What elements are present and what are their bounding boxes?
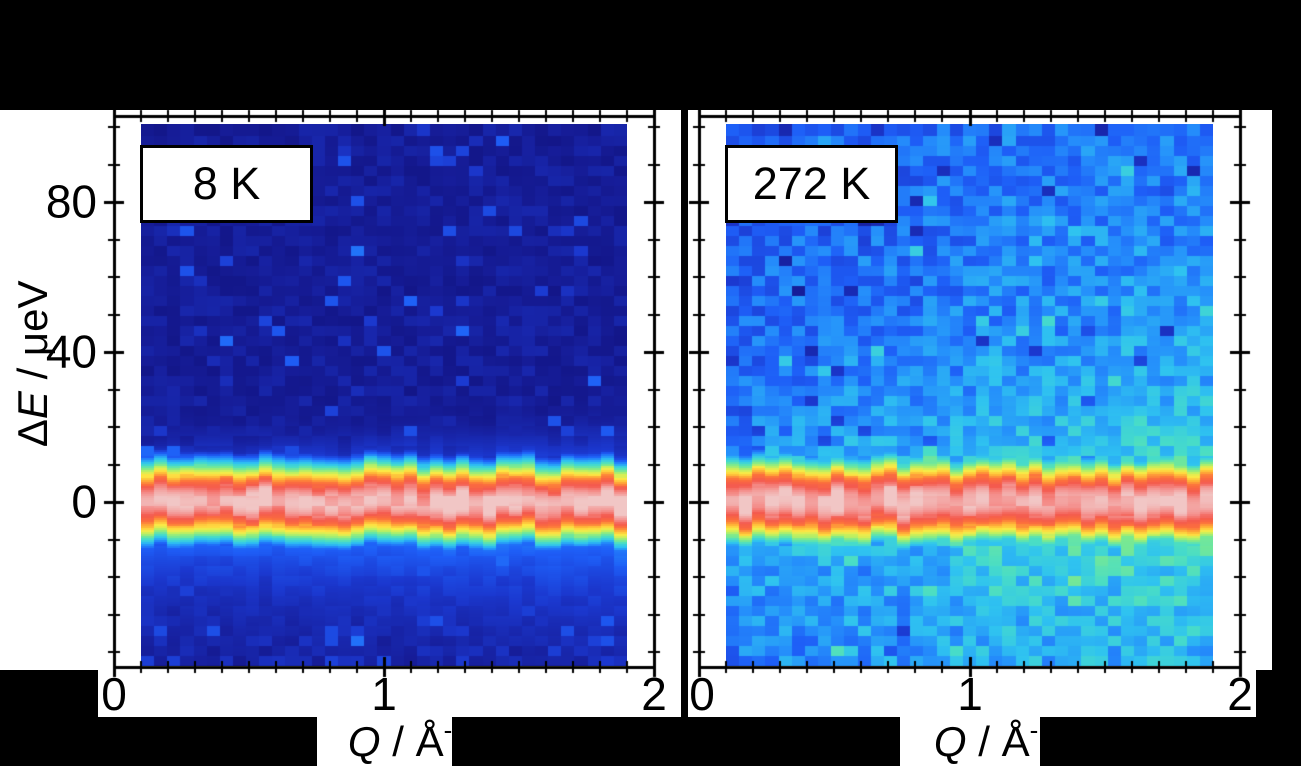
y-axis-title: ΔE / μeV	[0, 280, 105, 491]
left-x-tick-0: 0	[101, 668, 127, 720]
right-x-axis-title-symbol: Q	[933, 718, 967, 765]
left-x-axis-title-symbol: Q	[347, 718, 381, 765]
right-x-tick-0: 0	[689, 668, 715, 720]
left-x-axis-title: Q / Å-1	[301, 670, 467, 766]
left-x-axis-title-sup: -1	[443, 715, 467, 745]
temperature-label-left-text: 8 K	[192, 158, 261, 209]
y-axis-title-delta: Δ	[9, 419, 56, 448]
right-x-axis-title-units: / Å	[966, 718, 1030, 765]
right-x-tick-2: 2	[1227, 668, 1253, 720]
left-x-axis-title-units: / Å	[380, 718, 444, 765]
temperature-label-right-text: 272 K	[752, 158, 871, 209]
y-axis-title-units: / μeV	[9, 280, 56, 392]
right-x-axis-title-sup: -1	[1029, 715, 1053, 745]
right-x-tick-1: 1	[957, 668, 983, 720]
right-x-axis-title: Q / Å-1	[887, 670, 1053, 766]
left-x-tick-2: 2	[641, 668, 667, 720]
y-tick-label-80: 80	[45, 175, 97, 228]
left-x-tick-1: 1	[371, 668, 397, 720]
y-tick-label-40: 40	[45, 325, 97, 378]
temperature-label-right: 272 K	[725, 145, 898, 223]
y-tick-label-0: 0	[71, 475, 97, 528]
y-axis-title-symbol: E	[9, 391, 56, 420]
temperature-label-left: 8 K	[140, 145, 313, 223]
